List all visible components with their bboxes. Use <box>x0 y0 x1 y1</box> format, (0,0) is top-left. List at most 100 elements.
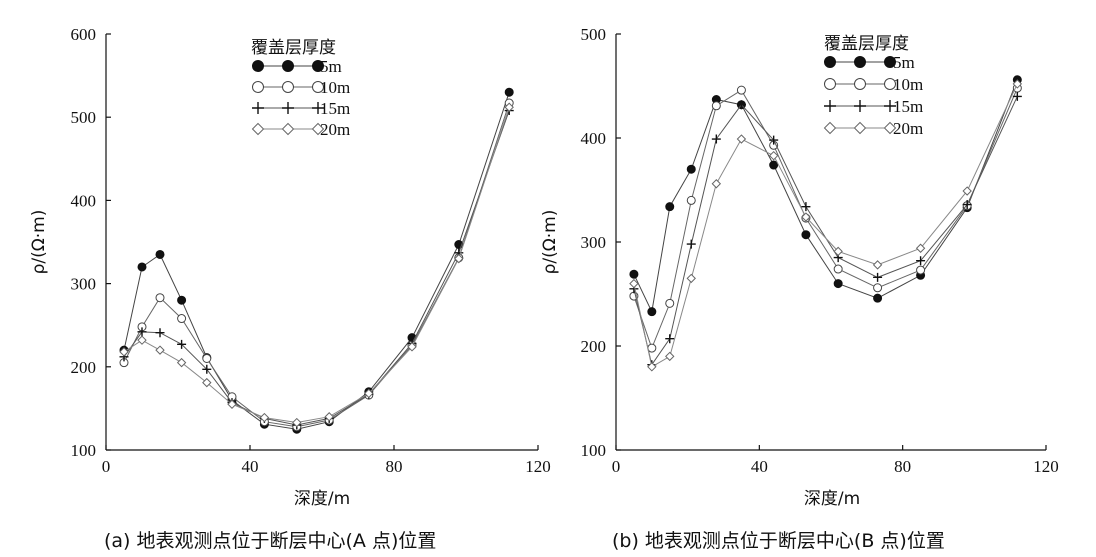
data-point <box>769 160 779 170</box>
plot-area-a: 0 40 80 120 100 200 300 400 500 600 5m 10m 15m 20m <box>71 25 551 476</box>
chart-panel-b: ρ/(Ω·m) 深度/m 覆盖层厚度 (b) 地表观测点位于断层中心(B 点)位… <box>540 25 1059 552</box>
y-tick-label: 400 <box>581 129 607 148</box>
data-point <box>629 278 639 289</box>
legend-label: 15m <box>893 97 923 116</box>
series-line <box>123 107 510 424</box>
legend-label: 10m <box>893 75 923 94</box>
data-point <box>736 134 747 144</box>
data-point <box>665 202 675 212</box>
legend-marker <box>884 56 896 68</box>
legend-marker <box>824 100 836 112</box>
x-axis-label-a: 深度/m <box>294 489 350 509</box>
data-point <box>665 298 675 308</box>
data-point <box>137 335 147 345</box>
legend-title-b: 覆盖层厚度 <box>824 34 909 54</box>
data-point <box>769 135 779 145</box>
legend-marker <box>282 60 294 72</box>
data-point <box>647 362 657 372</box>
data-point <box>873 272 883 282</box>
data-point <box>292 417 302 428</box>
y-tick-label: 600 <box>71 25 97 44</box>
data-point <box>962 186 972 196</box>
series-line <box>633 96 1018 366</box>
y-tick-label: 400 <box>71 191 97 210</box>
data-point <box>155 345 165 355</box>
data-point <box>324 412 334 422</box>
legend-entry-10m-b: 10m <box>824 75 923 94</box>
legend-marker <box>854 100 866 112</box>
data-point <box>504 102 514 112</box>
series-line <box>123 110 510 426</box>
data-point <box>665 351 675 362</box>
legend-marker <box>252 60 264 72</box>
series-15m-a <box>119 106 514 430</box>
series-10m-b <box>629 83 1022 353</box>
x-tick-label: 120 <box>1033 457 1059 476</box>
data-point <box>155 249 165 259</box>
data-point <box>177 314 187 324</box>
legend-marker <box>281 122 295 136</box>
data-point <box>665 334 675 344</box>
legend-entry-10m-a: 10m <box>252 78 350 97</box>
legend-label: 20m <box>893 119 923 138</box>
data-point <box>686 164 696 174</box>
legend-marker <box>823 121 837 135</box>
data-point <box>137 262 147 272</box>
legend-entry-20m-a: 20m <box>251 120 350 139</box>
data-point <box>833 264 843 274</box>
series-15m-b <box>629 91 1022 370</box>
legend-marker <box>282 81 294 93</box>
data-point <box>177 339 187 349</box>
legend-marker <box>312 81 324 93</box>
legend-marker <box>312 102 324 114</box>
data-point <box>736 100 746 110</box>
series-20m-b <box>629 79 1023 372</box>
legend-label: 20m <box>320 120 350 139</box>
data-point <box>407 342 417 352</box>
data-point <box>227 399 237 409</box>
legend-label: 5m <box>320 57 342 76</box>
series-20m-a <box>119 102 514 428</box>
data-point <box>177 295 187 305</box>
y-tick-label: 200 <box>581 337 607 356</box>
data-point <box>364 388 374 399</box>
legend-entry-5m-b: 5m <box>824 53 915 72</box>
y-tick-label: 300 <box>71 275 97 294</box>
legend-marker <box>883 121 897 135</box>
legend-label: 5m <box>893 53 915 72</box>
x-tick-label: 80 <box>894 457 911 476</box>
x-tick-label: 80 <box>386 457 403 476</box>
x-tick-label: 40 <box>751 457 768 476</box>
series-line <box>123 92 510 430</box>
y-tick-label: 200 <box>71 358 97 377</box>
data-point <box>647 307 657 317</box>
data-point <box>711 134 721 144</box>
series-10m-a <box>119 98 514 432</box>
data-point <box>768 150 779 161</box>
data-point <box>137 327 147 337</box>
x-tick-label: 40 <box>242 457 259 476</box>
data-point <box>916 265 926 275</box>
legend-title-a: 覆盖层厚度 <box>251 38 336 58</box>
data-point <box>736 85 746 95</box>
caption-a: (a) 地表观测点位于断层中心(A 点)位置 <box>104 530 436 552</box>
legend-marker <box>312 60 324 72</box>
y-tick-label: 500 <box>581 25 607 44</box>
data-point <box>873 293 883 303</box>
y-axis-label-a: ρ/(Ω·m) <box>29 210 49 275</box>
x-tick-label: 0 <box>102 457 111 476</box>
data-point <box>801 202 811 212</box>
data-point <box>155 293 165 303</box>
data-point <box>915 243 926 253</box>
data-point <box>872 260 883 270</box>
data-point <box>259 412 270 423</box>
x-axis-label-b: 深度/m <box>804 489 860 509</box>
data-point <box>833 279 843 289</box>
caption-b: (b) 地表观测点位于断层中心(B 点)位置 <box>612 530 945 552</box>
data-point <box>686 239 696 249</box>
data-point <box>873 283 883 293</box>
series-line <box>123 102 510 428</box>
legend-marker <box>252 81 264 93</box>
data-point <box>801 212 811 222</box>
